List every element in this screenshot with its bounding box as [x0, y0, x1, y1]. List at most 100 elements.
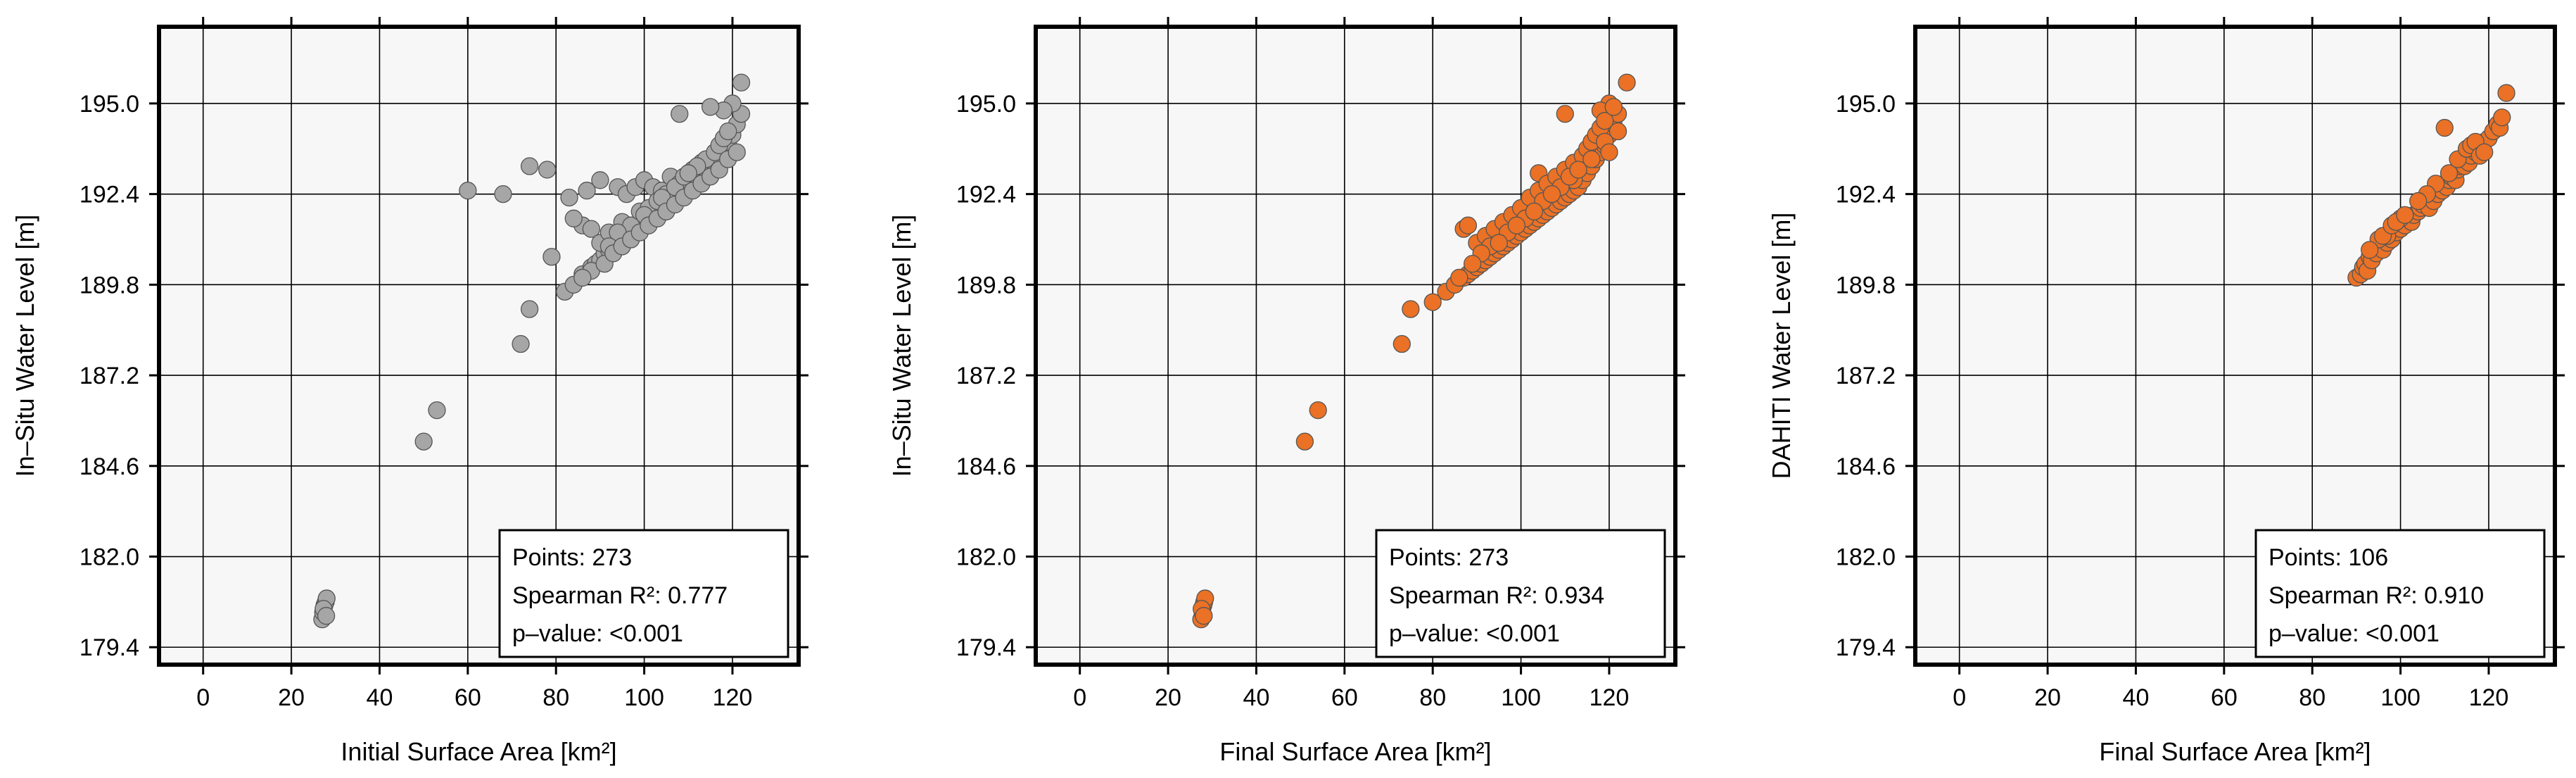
data-point	[1423, 293, 1442, 311]
x-tick-label: 120	[2469, 684, 2509, 711]
grid-lines	[159, 27, 799, 665]
x-axis-label: Final Surface Area [km²]	[1219, 737, 1491, 766]
x-tick-label: 60	[2211, 684, 2238, 711]
y-tick-label: 179.4	[956, 634, 1016, 661]
data-point	[2361, 241, 2379, 259]
tick-marks	[1905, 17, 2565, 675]
x-tick-label: 40	[1243, 684, 1270, 711]
plot-frame	[157, 25, 801, 667]
stats-box-frame	[1375, 529, 1666, 658]
x-tick-label: 100	[2380, 684, 2420, 711]
x-tick-label: 20	[278, 684, 305, 711]
x-tick-label: 120	[713, 684, 753, 711]
data-point	[1450, 268, 1468, 287]
y-axis-label: In–Situ Water Level [m]	[11, 215, 39, 477]
y-tick-label: 182.0	[1836, 544, 1896, 571]
x-tick-label: 0	[196, 684, 210, 711]
y-tick-label: 182.0	[956, 544, 1016, 571]
data-point	[591, 171, 609, 189]
data-point	[1392, 334, 1411, 353]
plot-frame	[1034, 25, 1677, 667]
stats-line-3: p–value: <0.001	[512, 620, 683, 647]
data-point	[317, 607, 336, 625]
data-point	[1596, 112, 1614, 130]
stats-line-1: Points: 273	[1389, 544, 1509, 571]
x-tick-label: 20	[1155, 684, 1181, 711]
stats-box: Points: 106 Spearman R²: 0.910 p–value: <0…	[2254, 529, 2546, 658]
data-point	[520, 157, 539, 175]
chart-panel-2: 0 20 40 60 80 100 120 179.4 182.0 184.6 187.2 189.8…	[887, 17, 1685, 766]
stats-box: Points: 273 Spearman R²: 0.934 p–value: <0…	[1375, 529, 1666, 658]
data-point	[1525, 202, 1544, 221]
stats-line-1: Points: 106	[2269, 544, 2388, 571]
x-tick-label: 60	[1331, 684, 1358, 711]
data-point	[582, 220, 601, 238]
data-point	[679, 164, 697, 182]
data-point	[1556, 105, 1574, 123]
data-point	[543, 248, 561, 266]
x-tick-label: 40	[2123, 684, 2150, 711]
x-tick-label: 20	[2034, 684, 2061, 711]
stats-line-3: p–value: <0.001	[1389, 620, 1560, 647]
stats-box: Points: 273 Spearman R²: 0.777 p–value: <0…	[498, 529, 789, 658]
data-point	[428, 401, 446, 420]
data-point	[1542, 184, 1561, 203]
x-tick-label: 80	[1419, 684, 1446, 711]
data-point	[1618, 73, 1636, 92]
y-tick-label: 184.6	[80, 453, 139, 480]
stats-box-frame	[2254, 529, 2546, 658]
data-point	[1402, 300, 1420, 318]
y-tick-label: 187.2	[1836, 363, 1896, 389]
x-tick-label: 120	[1590, 684, 1630, 711]
y-tick-label: 192.4	[80, 182, 139, 208]
y-tick-label: 189.8	[956, 272, 1016, 299]
tick-marks	[1026, 17, 1685, 675]
data-point	[2439, 164, 2458, 182]
data-point	[573, 268, 592, 287]
data-point	[414, 432, 433, 451]
x-tick-label: 80	[543, 684, 569, 711]
stats-line-2: Spearman R²: 0.910	[2269, 582, 2484, 609]
x-tick-label: 100	[624, 684, 664, 711]
y-tick-label: 179.4	[80, 634, 139, 661]
data-point	[1309, 401, 1327, 420]
data-point	[1195, 607, 1213, 625]
data-point	[1604, 98, 1623, 116]
tick-marks	[149, 17, 808, 675]
y-tick-label: 195.0	[956, 91, 1016, 118]
x-tick-label: 80	[2299, 684, 2326, 711]
plot-frame	[1913, 25, 2557, 667]
y-tick-label: 195.0	[1836, 91, 1896, 118]
data-point	[671, 105, 689, 123]
y-tick-label: 189.8	[1836, 272, 1896, 299]
x-tick-label: 60	[455, 684, 481, 711]
data-point	[459, 182, 477, 200]
data-points	[313, 73, 751, 629]
x-axis-label: Final Surface Area [km²]	[2099, 737, 2371, 766]
data-point	[1582, 150, 1601, 168]
data-points	[1192, 73, 1636, 629]
data-point	[1609, 122, 1628, 141]
data-point	[494, 184, 512, 203]
y-tick-label: 179.4	[1836, 634, 1896, 661]
x-tick-label: 0	[1953, 684, 1966, 711]
data-point	[1507, 216, 1525, 234]
data-point	[564, 209, 583, 227]
y-axis-label: DAHITI Water Level [m]	[1767, 213, 1796, 479]
data-point	[520, 300, 539, 318]
data-point	[732, 73, 751, 92]
data-point	[719, 122, 737, 141]
y-tick-label: 192.4	[956, 182, 1016, 208]
data-point	[1295, 432, 1314, 451]
stats-line-2: Spearman R²: 0.777	[512, 582, 728, 609]
data-point	[1600, 143, 1618, 161]
y-tick-label: 182.0	[80, 544, 139, 571]
y-tick-label: 187.2	[956, 363, 1016, 389]
chart-panel-1: 0 20 40 60 80 100 120 179.4 182.0 184.6 187.2 189.8…	[11, 17, 808, 766]
data-point	[1490, 234, 1508, 252]
data-point	[2497, 84, 2515, 102]
y-tick-label: 184.6	[1836, 453, 1896, 480]
data-point	[1459, 216, 1478, 234]
data-point	[560, 188, 578, 207]
